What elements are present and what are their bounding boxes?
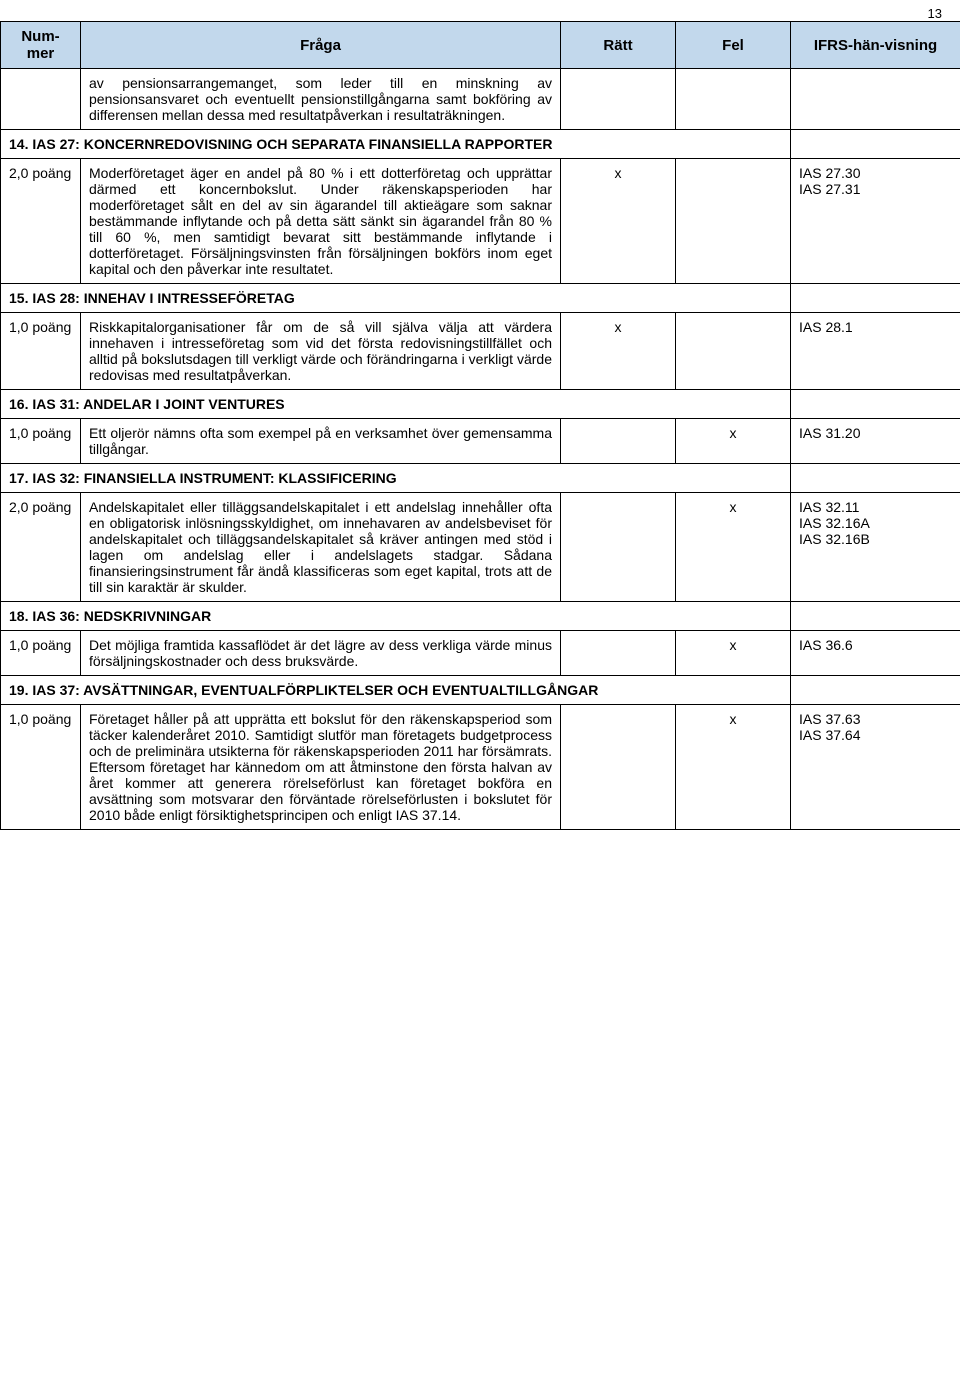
question-text: Företaget håller på att upprätta ett bok… <box>81 705 561 830</box>
section-heading-row: 15. IAS 28: INNEHAV I INTRESSEFÖRETAG <box>1 284 960 313</box>
question-text: Andelskapitalet eller tilläggsandelskapi… <box>81 493 561 602</box>
section-heading: 16. IAS 31: ANDELAR I JOINT VENTURES <box>1 390 791 419</box>
poang: 1,0 poäng <box>1 419 81 464</box>
fel-cell: x <box>676 631 791 676</box>
section-heading-row: 16. IAS 31: ANDELAR I JOINT VENTURES <box>1 390 960 419</box>
ifrs-cell: IAS 31.20 <box>791 419 960 464</box>
section-heading-ifrs <box>791 464 960 493</box>
intro-ifrs <box>791 69 960 130</box>
section-heading: 18. IAS 36: NEDSKRIVNINGAR <box>1 602 791 631</box>
ratt-cell: x <box>561 313 676 390</box>
poang: 2,0 poäng <box>1 159 81 284</box>
ratt-cell <box>561 705 676 830</box>
section-content-row: 2,0 poäng Moderföretaget äger en andel p… <box>1 159 960 284</box>
section-content-row: 1,0 poäng Ett oljerör nämns ofta som exe… <box>1 419 960 464</box>
ratt-cell <box>561 631 676 676</box>
ifrs-cell: IAS 37.63IAS 37.64 <box>791 705 960 830</box>
fel-cell <box>676 313 791 390</box>
poang: 1,0 poäng <box>1 631 81 676</box>
fel-cell <box>676 159 791 284</box>
header-ifrs: IFRS-hän-visning <box>791 22 960 69</box>
poang: 1,0 poäng <box>1 705 81 830</box>
intro-nummer <box>1 69 81 130</box>
section-content-row: 2,0 poäng Andelskapitalet eller tilläggs… <box>1 493 960 602</box>
question-text: Riskkapitalorganisationer får om de så v… <box>81 313 561 390</box>
ifrs-cell: IAS 27.30IAS 27.31 <box>791 159 960 284</box>
question-text: Ett oljerör nämns ofta som exempel på en… <box>81 419 561 464</box>
section-heading-ifrs <box>791 284 960 313</box>
intro-fel <box>676 69 791 130</box>
poang: 1,0 poäng <box>1 313 81 390</box>
ratt-cell <box>561 493 676 602</box>
section-heading-ifrs <box>791 602 960 631</box>
ifrs-cell: IAS 32.11IAS 32.16AIAS 32.16B <box>791 493 960 602</box>
ifrs-cell: IAS 28.1 <box>791 313 960 390</box>
ratt-cell: x <box>561 159 676 284</box>
document-table: Num-mer Fråga Rätt Fel IFRS-hän-visning … <box>0 21 960 830</box>
header-fel: Fel <box>676 22 791 69</box>
fel-cell: x <box>676 419 791 464</box>
section-heading: 17. IAS 32: FINANSIELLA INSTRUMENT: KLAS… <box>1 464 791 493</box>
section-heading: 14. IAS 27: KONCERNREDOVISNING OCH SEPAR… <box>1 130 791 159</box>
section-heading: 19. IAS 37: AVSÄTTNINGAR, EVENTUALFÖRPLI… <box>1 676 791 705</box>
ratt-cell <box>561 419 676 464</box>
section-heading-row: 17. IAS 32: FINANSIELLA INSTRUMENT: KLAS… <box>1 464 960 493</box>
section-content-row: 1,0 poäng Det möjliga framtida kassaflöd… <box>1 631 960 676</box>
question-text: Moderföretaget äger en andel på 80 % i e… <box>81 159 561 284</box>
page-number: 13 <box>0 0 960 21</box>
section-heading: 15. IAS 28: INNEHAV I INTRESSEFÖRETAG <box>1 284 791 313</box>
header-nummer: Num-mer <box>1 22 81 69</box>
header-fraga: Fråga <box>81 22 561 69</box>
section-heading-row: 18. IAS 36: NEDSKRIVNINGAR <box>1 602 960 631</box>
ifrs-cell: IAS 36.6 <box>791 631 960 676</box>
section-heading-row: 14. IAS 27: KONCERNREDOVISNING OCH SEPAR… <box>1 130 960 159</box>
section-content-row: 1,0 poäng Företaget håller på att upprät… <box>1 705 960 830</box>
intro-text: av pensionsarrangemanget, som leder till… <box>81 69 561 130</box>
section-content-row: 1,0 poäng Riskkapitalorganisationer får … <box>1 313 960 390</box>
fel-cell: x <box>676 705 791 830</box>
header-ratt: Rätt <box>561 22 676 69</box>
section-heading-ifrs <box>791 676 960 705</box>
poang: 2,0 poäng <box>1 493 81 602</box>
fel-cell: x <box>676 493 791 602</box>
intro-ratt <box>561 69 676 130</box>
header-row: Num-mer Fråga Rätt Fel IFRS-hän-visning <box>1 22 960 69</box>
section-heading-row: 19. IAS 37: AVSÄTTNINGAR, EVENTUALFÖRPLI… <box>1 676 960 705</box>
intro-row: av pensionsarrangemanget, som leder till… <box>1 69 960 130</box>
question-text: Det möjliga framtida kassaflödet är det … <box>81 631 561 676</box>
section-heading-ifrs <box>791 390 960 419</box>
section-heading-ifrs <box>791 130 960 159</box>
